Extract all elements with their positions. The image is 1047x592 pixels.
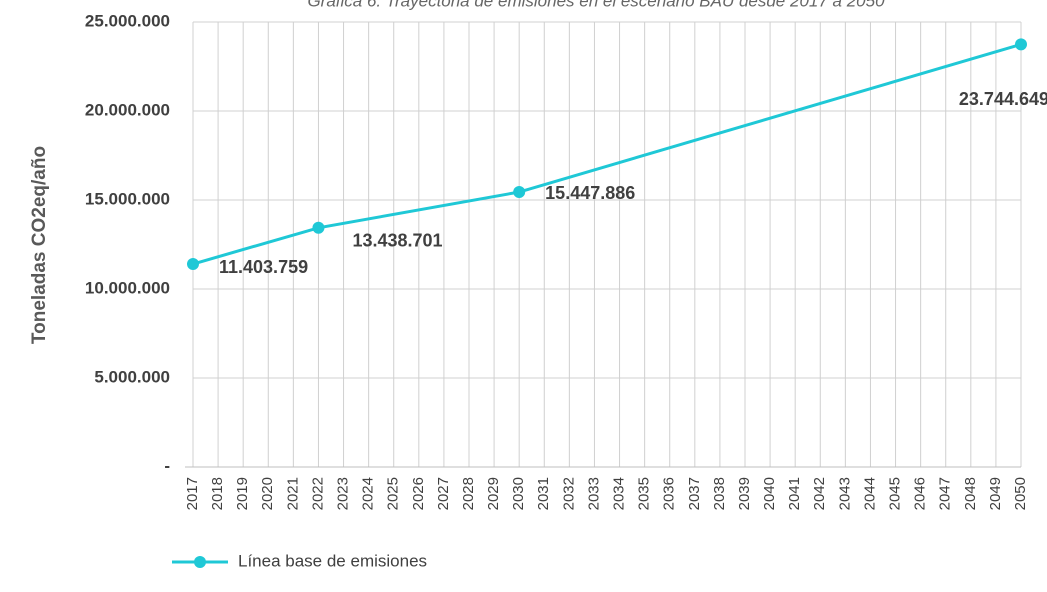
x-tick-label: 2042 <box>811 477 828 510</box>
y-tick-label: 25.000.000 <box>85 11 170 30</box>
x-tick-label: 2022 <box>309 477 326 510</box>
x-tick-label: 2031 <box>535 477 552 510</box>
x-tick-label: 2036 <box>661 477 678 510</box>
x-tick-label: 2048 <box>962 477 979 510</box>
y-tick-label: 10.000.000 <box>85 278 170 297</box>
y-axis-title: Toneladas CO2eq/año <box>29 146 50 344</box>
legend-label: Línea base de emisiones <box>238 551 427 570</box>
x-tick-label: 2032 <box>560 477 577 510</box>
x-tick-label: 2019 <box>234 477 251 510</box>
x-tick-label: 2035 <box>636 477 653 510</box>
point <box>513 186 526 199</box>
x-tick-label: 2027 <box>435 477 452 510</box>
point <box>1015 38 1027 51</box>
x-tick-label: 2028 <box>460 477 477 510</box>
x-tick-label: 2021 <box>284 477 301 510</box>
x-tick-label: 2050 <box>1012 477 1029 510</box>
x-tick-label: 2025 <box>385 477 402 510</box>
x-tick-label: 2049 <box>987 477 1004 510</box>
point <box>187 258 199 271</box>
point <box>312 221 325 234</box>
y-tick-label: 20.000.000 <box>85 100 170 119</box>
legend-marker <box>194 556 206 568</box>
x-tick-label: 2043 <box>836 477 853 510</box>
data-label: 11.403.759 <box>219 257 308 277</box>
x-tick-label: 2034 <box>611 477 628 510</box>
x-tick-label: 2026 <box>410 477 427 510</box>
x-tick-label: 2040 <box>761 477 778 510</box>
line <box>192 42 1022 266</box>
x-tick-label: 2018 <box>209 477 226 510</box>
x-tick-label: 2020 <box>259 477 276 510</box>
data-label: 23.744.649 <box>959 89 1047 109</box>
y-tick-label: 5.000.000 <box>94 367 170 386</box>
x-tick-label: 2029 <box>485 477 502 510</box>
x-tick-label: 2023 <box>335 477 352 510</box>
x-tick-label: 2017 <box>184 477 201 510</box>
x-tick-label: 2045 <box>887 477 904 510</box>
x-tick-label: 2047 <box>937 477 954 510</box>
x-tick-label: 2046 <box>912 477 929 510</box>
x-tick-label: 2044 <box>861 477 878 510</box>
y-tick-label: 15.000.000 <box>85 189 170 208</box>
chart-title: Gráfica 6. Trayectoria de emisiones en e… <box>307 0 885 10</box>
data-label: 15.447.886 <box>545 183 635 203</box>
x-tick-label: 2024 <box>360 477 377 510</box>
y-tick-label: - <box>164 456 170 475</box>
x-tick-label: 2039 <box>736 477 753 510</box>
x-tick-label: 2038 <box>711 477 728 510</box>
x-tick-label: 2030 <box>510 477 527 510</box>
data-label: 13.438.701 <box>352 231 442 251</box>
x-tick-label: 2037 <box>686 477 703 510</box>
x-tick-label: 2041 <box>786 477 803 510</box>
x-tick-label: 2033 <box>585 477 602 510</box>
